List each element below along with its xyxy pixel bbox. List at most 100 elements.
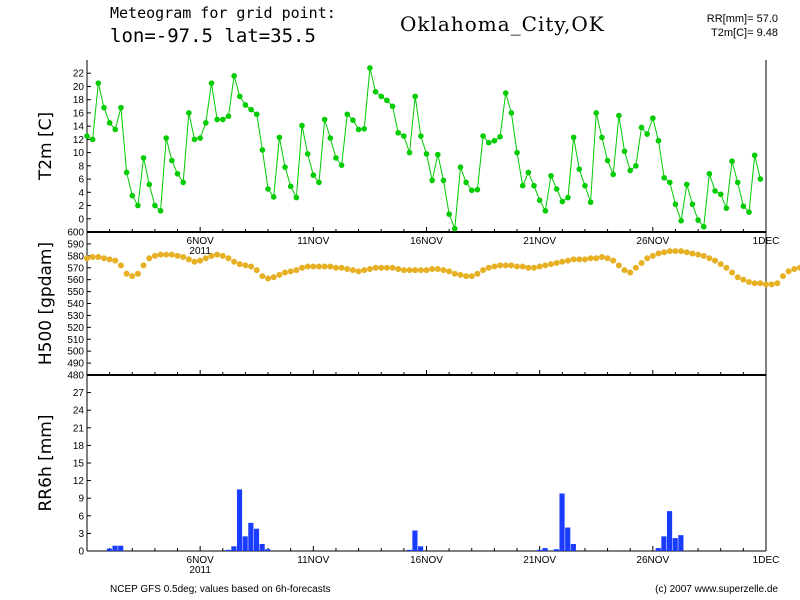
h500-data-point: [683, 249, 690, 256]
t2m-data-point: [644, 131, 650, 137]
t2m-data-point: [423, 151, 430, 157]
h500-data-point: [542, 262, 549, 269]
h500-data-point: [106, 256, 113, 263]
h500-data-point: [519, 263, 526, 270]
h500-data-point: [468, 273, 475, 280]
copyright-note: (c) 2007 www.superzelle.de: [655, 584, 778, 595]
t2m-data-point: [519, 182, 526, 189]
x-tick-year-label: 2011: [189, 246, 211, 257]
h500-data-point: [553, 259, 560, 266]
h500-data-point: [383, 264, 390, 271]
h500-data-point: [276, 271, 283, 278]
t2m-data-point: [661, 174, 667, 181]
h500-data-point: [695, 251, 702, 258]
t2m-data-point: [751, 152, 758, 159]
t2m-data-point: [361, 126, 368, 132]
h500-data-point: [525, 264, 532, 271]
t2m-data-point: [367, 65, 373, 71]
h500-data-point: [417, 267, 424, 274]
rr6h-bar: [418, 546, 424, 551]
h500-data-point: [157, 251, 164, 258]
t2m-y-tick-label: 22: [73, 69, 85, 80]
t2m-data-point: [621, 148, 628, 155]
h500-data-point: [598, 254, 605, 261]
t2m-data-point: [418, 133, 424, 139]
t2m-data-point: [174, 170, 181, 177]
h500-data-point: [644, 255, 651, 262]
rr6h-bar: [118, 545, 124, 551]
h500-data-point: [151, 252, 158, 259]
t2m-data-point: [191, 136, 198, 143]
t2m-data-point: [152, 202, 158, 209]
t2m-data-point: [327, 135, 334, 141]
h500-data-point: [225, 255, 232, 262]
h500-y-tick-label: 530: [67, 311, 84, 322]
t2m-data-point: [123, 169, 130, 176]
t2m-data-point: [740, 203, 747, 209]
h500-data-point: [502, 262, 509, 269]
h500-data-point: [474, 270, 481, 277]
h500-data-point: [282, 269, 289, 276]
h500-data-point: [689, 250, 696, 257]
h500-data-point: [581, 256, 588, 263]
x-tick-label: 16NOV: [410, 236, 443, 247]
h500-y-tick-label: 590: [67, 239, 84, 250]
h500-data-point: [615, 262, 622, 269]
x-tick-label: 26NOV: [636, 236, 669, 247]
t2m-data-point: [633, 163, 639, 169]
h500-data-point: [304, 263, 311, 270]
t2m-data-point: [667, 179, 673, 186]
t2m-data-point: [372, 88, 379, 95]
t2m-data-point: [689, 201, 696, 208]
h500-data-point: [299, 264, 306, 271]
t2m-data-point: [378, 93, 385, 100]
t2m-data-point: [338, 162, 345, 168]
h500-data-point: [180, 254, 187, 261]
t2m-data-point: [282, 164, 288, 170]
t2m-data-point: [480, 133, 486, 139]
rr6h-bar: [231, 546, 237, 551]
h500-data-point: [531, 264, 538, 271]
x-tick-label: 11NOV: [297, 555, 329, 566]
h500-data-point: [349, 267, 356, 274]
h500-data-point: [666, 248, 673, 255]
t2m-y-tick-label: 6: [78, 175, 84, 186]
t2m-data-point: [497, 133, 503, 140]
rr6h-y-tick-label: 27: [73, 388, 85, 399]
x-tick-label: 6NOV: [187, 236, 215, 247]
t2m-data-point: [435, 151, 441, 158]
h500-data-point: [248, 263, 255, 270]
h500-data-point: [293, 267, 300, 274]
t2m-y-tick-label: 2: [78, 201, 84, 212]
t2m-data-point: [270, 194, 277, 200]
h500-data-point: [84, 255, 90, 262]
t2m-y-tick-label: 14: [73, 122, 85, 133]
h500-data-point: [570, 256, 577, 263]
h500-data-point: [712, 257, 719, 264]
h500-data-point: [112, 257, 119, 264]
h500-data-point: [610, 257, 617, 264]
t2m-data-point: [616, 112, 622, 119]
t2m-data-point: [129, 192, 136, 199]
h500-data-point: [649, 252, 656, 259]
h500-data-point: [400, 267, 407, 274]
data-source-note: NCEP GFS 0.5deg; values based on 6h-fore…: [110, 584, 331, 595]
h500-data-point: [706, 255, 713, 262]
t2m-data-point: [248, 106, 254, 113]
h500-data-point: [457, 271, 464, 278]
t2m-data-point: [570, 134, 577, 141]
h500-data-point: [429, 265, 436, 272]
h500-y-tick-label: 520: [67, 323, 84, 334]
h500-data-point: [117, 262, 124, 269]
rr6h-y-tick-label: 21: [73, 423, 85, 434]
rr6h-bar: [236, 489, 243, 551]
t2m-data-point: [695, 217, 701, 223]
t2m-data-point: [321, 116, 328, 123]
t2m-data-point: [683, 181, 690, 188]
rr6h-y-axis-label: RR6h [mm]: [36, 414, 56, 511]
h500-y-tick-label: 560: [67, 275, 84, 286]
h500-data-point: [791, 265, 798, 272]
h500-data-point: [604, 255, 611, 262]
h500-data-point: [310, 263, 317, 270]
